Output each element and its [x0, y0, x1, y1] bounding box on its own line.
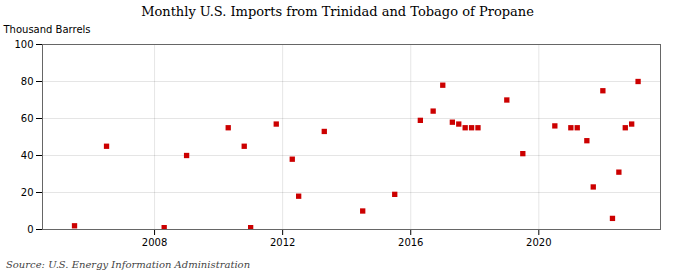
svg-text:2020: 2020	[526, 237, 551, 248]
svg-text:40: 40	[21, 150, 34, 161]
svg-text:0: 0	[27, 224, 33, 235]
html-text:Monthly U.S. Imports from Trin: Monthly U.S. Imports from Trinidad and T…	[141, 4, 534, 19]
html-text:Source: U.S. Energy Informatio: Source: U.S. Energy Information Administ…	[6, 259, 251, 270]
svg-text:2016: 2016	[398, 237, 423, 248]
svg-text:100: 100	[14, 39, 33, 50]
svg-text:Thousand Barrels: Thousand Barrels	[3, 24, 91, 35]
svg-text:80: 80	[21, 76, 34, 87]
svg-text:2012: 2012	[270, 237, 295, 248]
svg-text:20: 20	[21, 187, 34, 198]
svg-text:60: 60	[21, 113, 34, 124]
svg-text:2008: 2008	[142, 237, 167, 248]
